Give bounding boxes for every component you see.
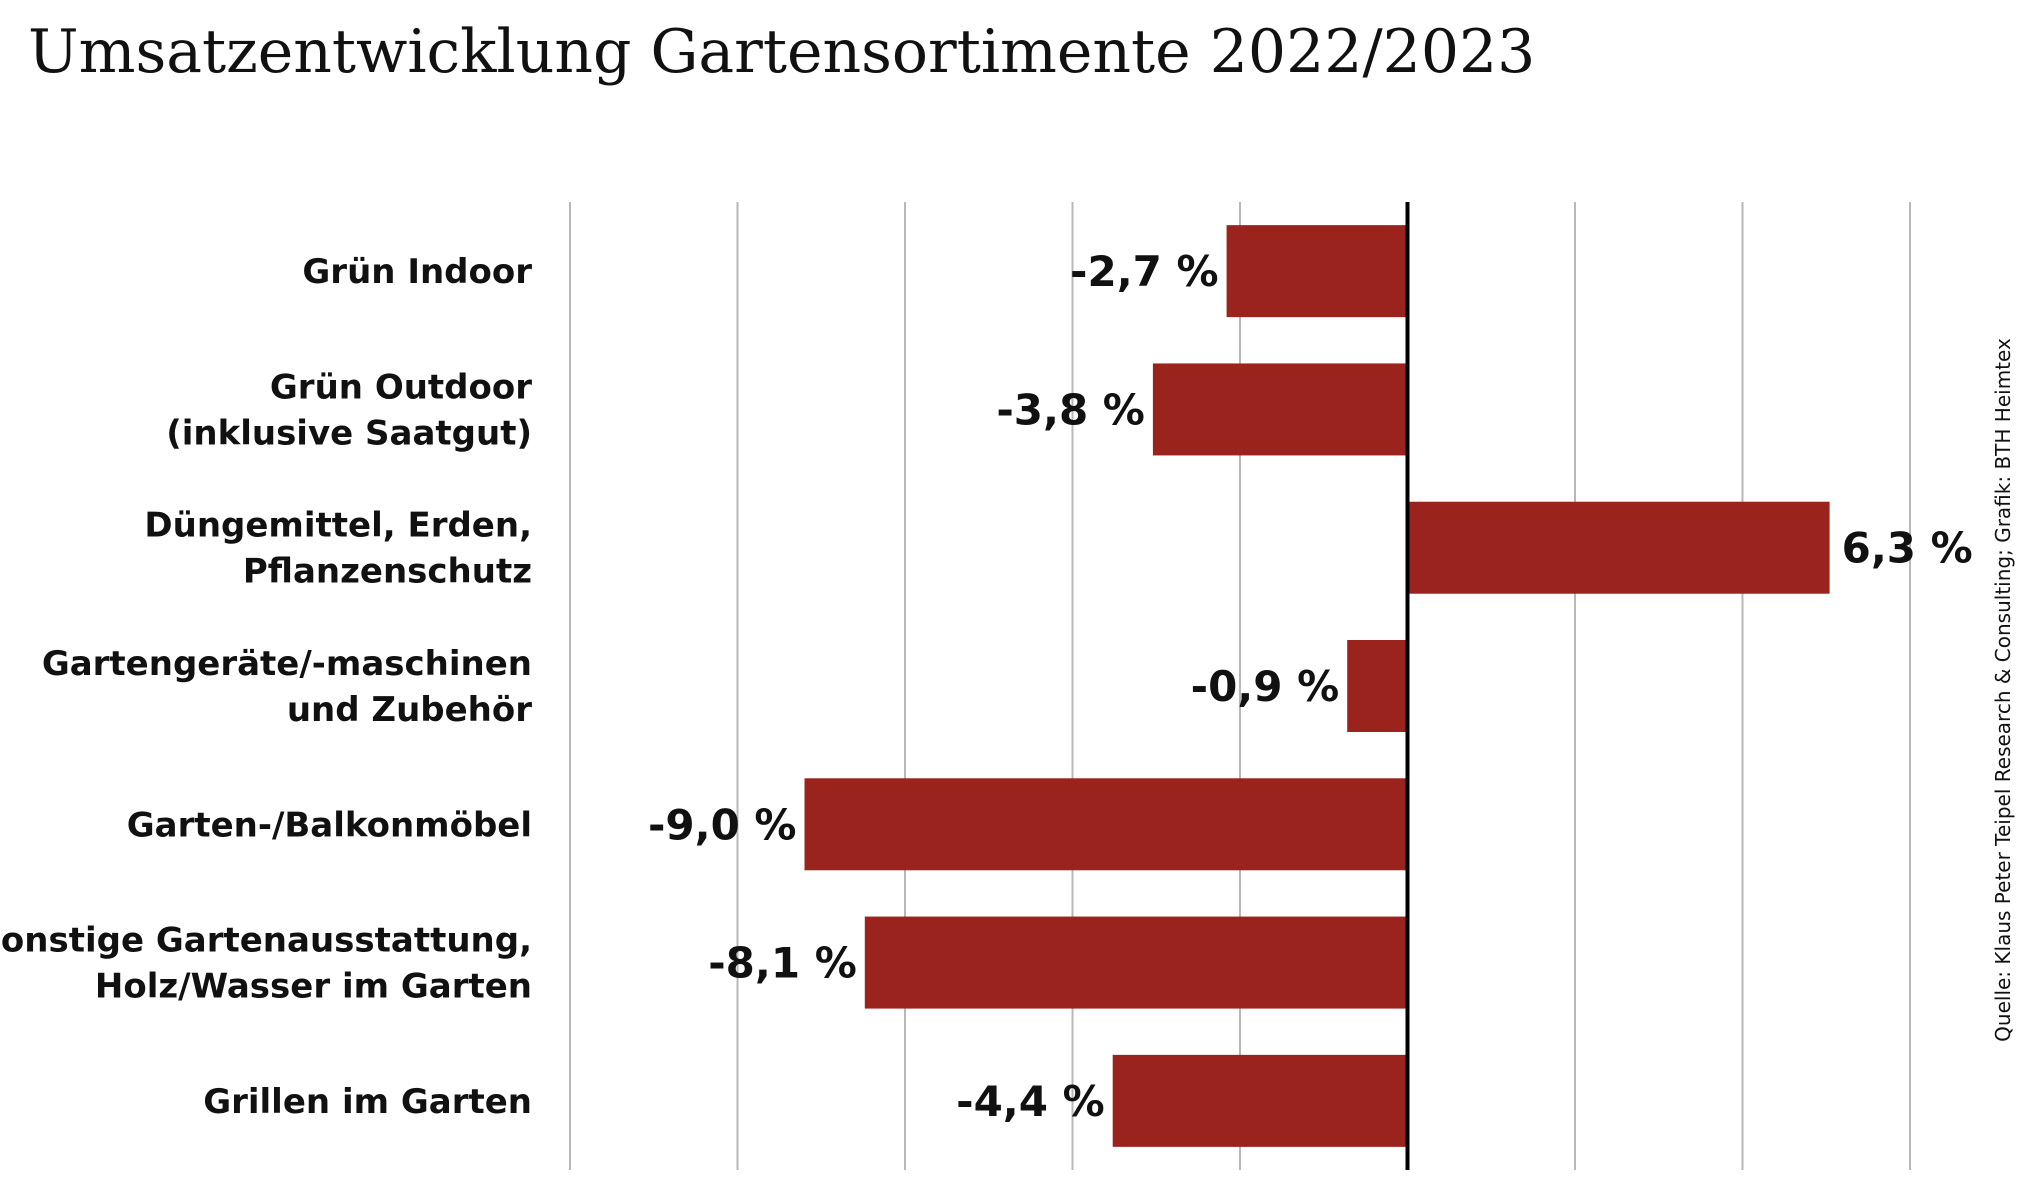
- category-label: Düngemittel, Erden,: [144, 506, 532, 546]
- category-label: und Zubehör: [287, 690, 532, 730]
- value-label: 6,3 %: [1842, 524, 1973, 573]
- value-label: -9,0 %: [648, 800, 797, 849]
- value-label: -4,4 %: [956, 1077, 1105, 1126]
- value-label: -2,7 %: [1070, 247, 1219, 296]
- value-label: -8,1 %: [708, 939, 857, 988]
- category-label: Pflanzenschutz: [243, 552, 532, 592]
- value-labels: -2,7 % -3,8 % 6,3 % -0,9 % -9,0 % -8,1 % -4,4 …: [648, 247, 1973, 1126]
- category-label: Holz/Wasser im Garten: [95, 967, 532, 1007]
- bar: [1112, 1054, 1408, 1147]
- value-label: -3,8 %: [996, 385, 1145, 434]
- bar: [1152, 363, 1408, 456]
- gridlines: [569, 202, 1911, 1170]
- category-label: Grillen im Garten: [203, 1082, 532, 1122]
- chart-title: Umsatzentwicklung Gartensortimente 2022/…: [28, 17, 1535, 87]
- value-label: -0,9 %: [1191, 662, 1340, 711]
- bar: [804, 778, 1408, 871]
- category-label: Grün Outdoor: [270, 367, 532, 407]
- category-label: Garten-/Balkonmöbel: [127, 805, 532, 845]
- bar: [1407, 501, 1830, 594]
- source-note: Quelle: Klaus Peter Teipel Research & Co…: [1991, 338, 2015, 1042]
- category-labels: Grün Indoor Grün Outdoor (inklusive Saatgu…: [0, 252, 532, 1122]
- category-label: Gartengeräte/-maschinen: [42, 644, 532, 684]
- category-label: (inklusive Saatgut): [166, 413, 532, 453]
- category-label: Sonstige Gartenausstattung,: [0, 921, 532, 961]
- bar: [1347, 640, 1408, 732]
- bar: [864, 916, 1408, 1009]
- bars: [804, 225, 1830, 1147]
- bar: [1226, 225, 1408, 318]
- category-label: Grün Indoor: [302, 252, 532, 292]
